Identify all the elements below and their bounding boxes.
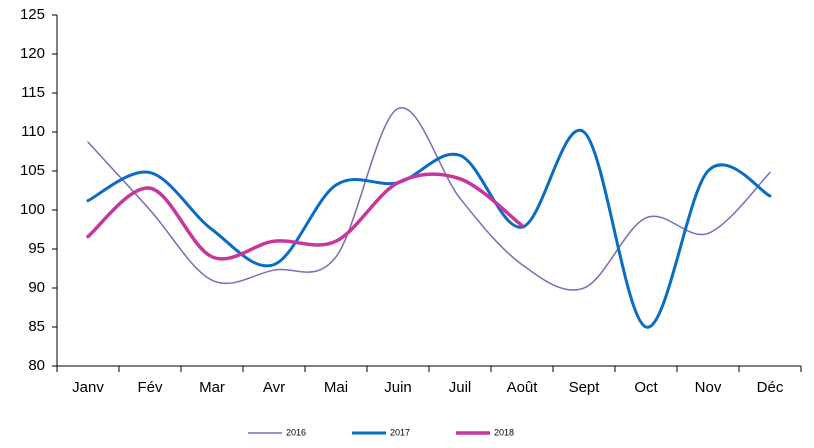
y-tick-label: 105 [20, 162, 45, 179]
y-tick-label: 115 [21, 84, 45, 101]
x-tick-label: Mar [199, 379, 225, 396]
y-tick-label: 100 [20, 201, 45, 218]
x-tick-label: Oct [634, 379, 658, 396]
x-tick-label: Juin [384, 379, 412, 396]
y-tick-label: 125 [20, 6, 45, 23]
legend-label: 2016 [286, 427, 306, 437]
legend-label: 2018 [494, 427, 514, 437]
y-tick-label: 85 [28, 318, 45, 335]
x-tick-label: Fév [137, 379, 163, 396]
x-tick-label: Avr [263, 379, 285, 396]
x-tick-label: Mai [324, 379, 348, 396]
x-tick-label: Déc [757, 379, 784, 396]
x-tick-label: Juil [449, 379, 472, 396]
x-tick-label: Nov [695, 379, 722, 396]
x-tick-label: Sept [569, 379, 601, 396]
y-tick-label: 95 [28, 240, 45, 257]
line-series [86, 172, 524, 261]
y-tick-label: 90 [28, 279, 45, 296]
legend-label: 2017 [390, 427, 410, 437]
x-tick-label: Août [507, 379, 539, 396]
y-tick-label: 110 [21, 123, 45, 140]
y-tick-label: 120 [20, 45, 45, 62]
line-series [86, 128, 772, 329]
y-tick-label: 80 [28, 357, 45, 374]
line-series [87, 107, 771, 291]
x-tick-label: Janv [72, 379, 104, 396]
